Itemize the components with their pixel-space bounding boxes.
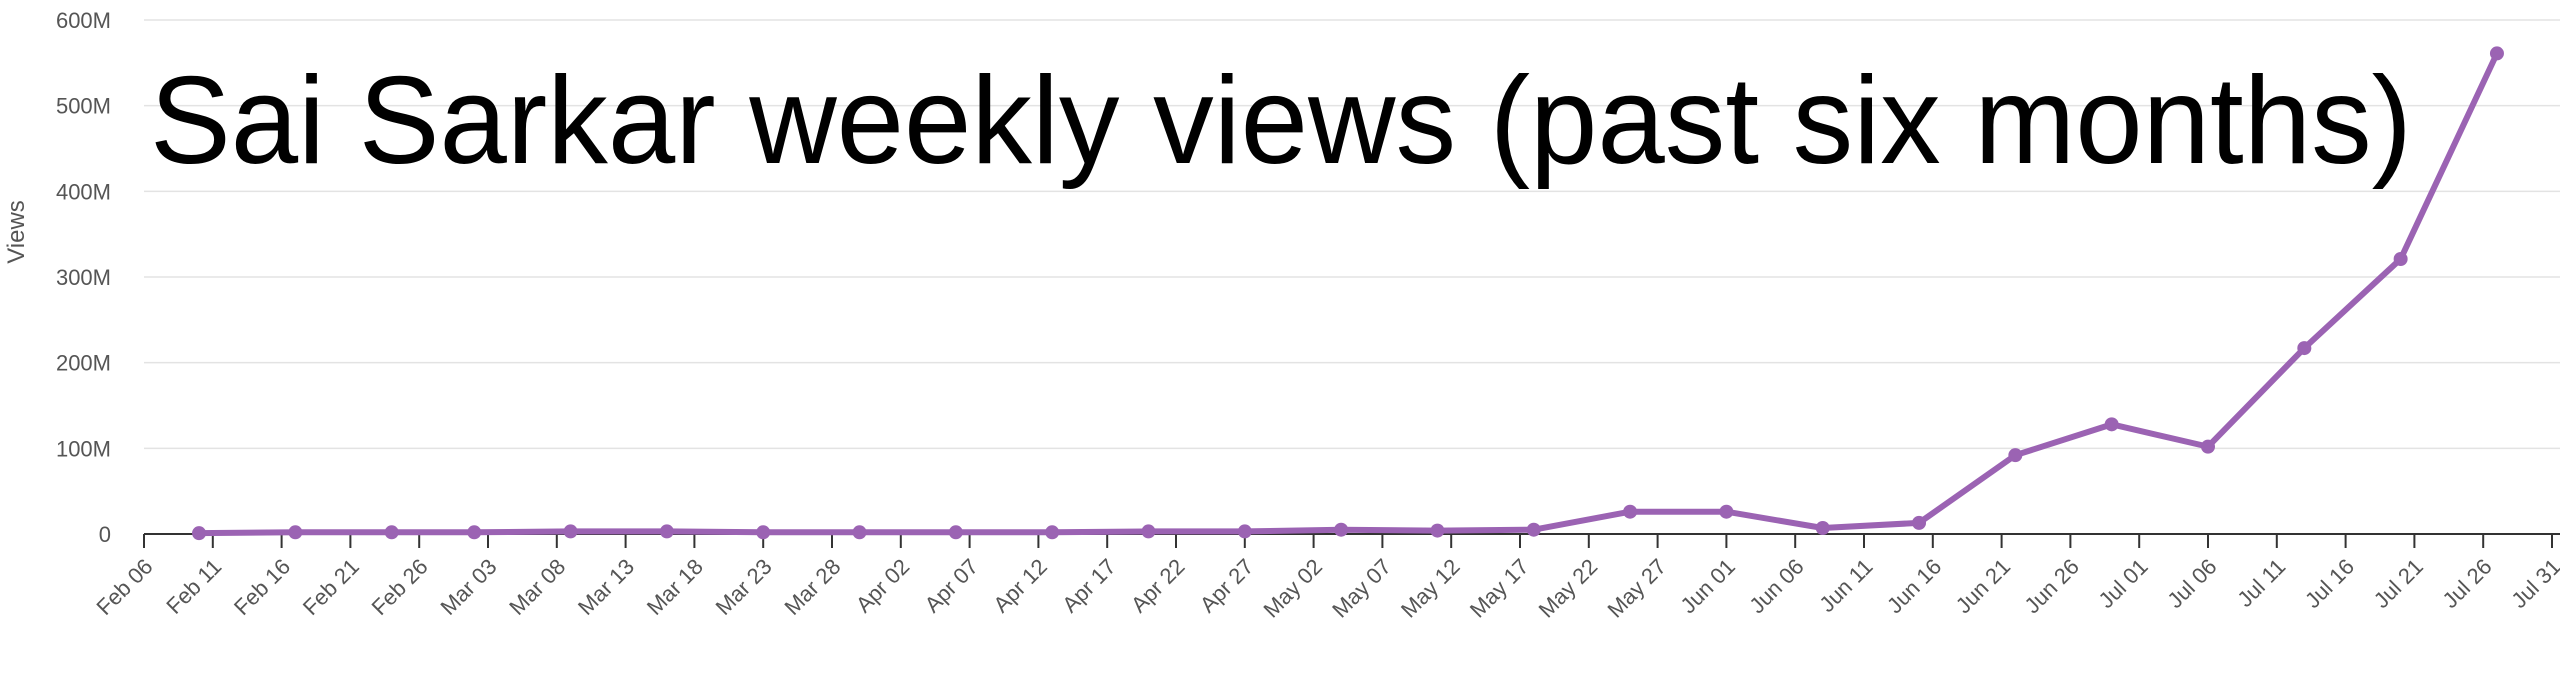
point bbox=[2008, 448, 2023, 463]
x-tick-label: Mar 03 bbox=[435, 554, 501, 620]
x-tick-label: Jun 26 bbox=[2020, 554, 2084, 618]
point bbox=[2393, 252, 2408, 267]
x-tick-label: May 27 bbox=[1602, 554, 1671, 623]
y-tick-label: 300M bbox=[56, 265, 111, 290]
point bbox=[1623, 504, 1638, 519]
x-tick-label: Feb 26 bbox=[367, 554, 433, 620]
x-tick-label: Apr 07 bbox=[920, 554, 984, 618]
y-tick-label: 200M bbox=[56, 351, 111, 376]
x-tick-label: May 17 bbox=[1465, 554, 1534, 623]
x-tick-label: Apr 22 bbox=[1126, 554, 1190, 618]
x-tick-label: Jul 11 bbox=[2232, 554, 2290, 612]
y-tick-label: 500M bbox=[56, 94, 111, 119]
x-tick-label: Jun 06 bbox=[1744, 554, 1808, 618]
x-tick-label: Jul 06 bbox=[2162, 554, 2221, 613]
x-tick-label: Jul 16 bbox=[2300, 554, 2359, 613]
x-tick-label: May 02 bbox=[1258, 554, 1327, 623]
point bbox=[2489, 46, 2504, 61]
point bbox=[756, 525, 771, 540]
point bbox=[288, 525, 303, 540]
x-tick-label: Jun 11 bbox=[1814, 554, 1877, 617]
x-tick-label: Jun 21 bbox=[1951, 554, 2015, 618]
x-tick-label: Jul 26 bbox=[2438, 554, 2497, 613]
point bbox=[1237, 524, 1252, 539]
point bbox=[1045, 525, 1060, 540]
x-tick-label: Feb 11 bbox=[161, 554, 226, 619]
point bbox=[192, 526, 207, 541]
x-tick-label: Apr 17 bbox=[1057, 554, 1121, 618]
point bbox=[563, 524, 578, 539]
x-tick-label: Feb 16 bbox=[229, 554, 295, 620]
x-tick-label: Feb 06 bbox=[91, 554, 157, 620]
point bbox=[1526, 522, 1541, 537]
point bbox=[1141, 524, 1156, 539]
x-tick-label: May 22 bbox=[1534, 554, 1603, 623]
x-tick-label: Apr 12 bbox=[988, 554, 1052, 618]
point bbox=[467, 525, 482, 540]
x-tick-label: May 07 bbox=[1327, 554, 1396, 623]
x-tick-label: May 12 bbox=[1396, 554, 1465, 623]
point bbox=[1334, 522, 1349, 537]
point bbox=[659, 524, 674, 539]
point bbox=[1912, 515, 1927, 530]
point bbox=[1815, 521, 1830, 536]
x-tick-label: Jun 16 bbox=[1882, 554, 1946, 618]
x-tick-label: Jul 21 bbox=[2369, 554, 2428, 613]
x-tick-label: Jul 01 bbox=[2094, 554, 2153, 613]
y-tick-label: 100M bbox=[56, 436, 111, 461]
point bbox=[1719, 504, 1734, 519]
y-axis-label: Views bbox=[3, 200, 30, 264]
x-tick-label: Jun 01 bbox=[1676, 554, 1740, 618]
point bbox=[2297, 341, 2312, 356]
x-tick-label: Jul 31 bbox=[2506, 554, 2560, 613]
point bbox=[2201, 439, 2215, 454]
x-tick-label: Apr 02 bbox=[851, 554, 915, 618]
x-tick-label: Feb 21 bbox=[298, 554, 364, 620]
point bbox=[2104, 417, 2119, 432]
point bbox=[852, 525, 867, 540]
point bbox=[384, 525, 399, 540]
x-tick-label: Mar 18 bbox=[642, 554, 708, 620]
x-tick-label: Mar 08 bbox=[504, 554, 570, 620]
x-tick-label: Mar 28 bbox=[779, 554, 845, 620]
y-tick-label: 0 bbox=[99, 522, 111, 547]
point bbox=[1430, 523, 1445, 538]
x-tick-label: Mar 23 bbox=[711, 554, 777, 620]
x-tick-label: Mar 13 bbox=[573, 554, 639, 620]
point bbox=[948, 525, 963, 540]
y-tick-label: 600M bbox=[56, 8, 111, 33]
y-tick-label: 400M bbox=[56, 179, 111, 204]
x-tick-label: Apr 27 bbox=[1195, 554, 1259, 618]
chart-title: Sai Sarkar weekly views (past six months… bbox=[150, 52, 2412, 190]
